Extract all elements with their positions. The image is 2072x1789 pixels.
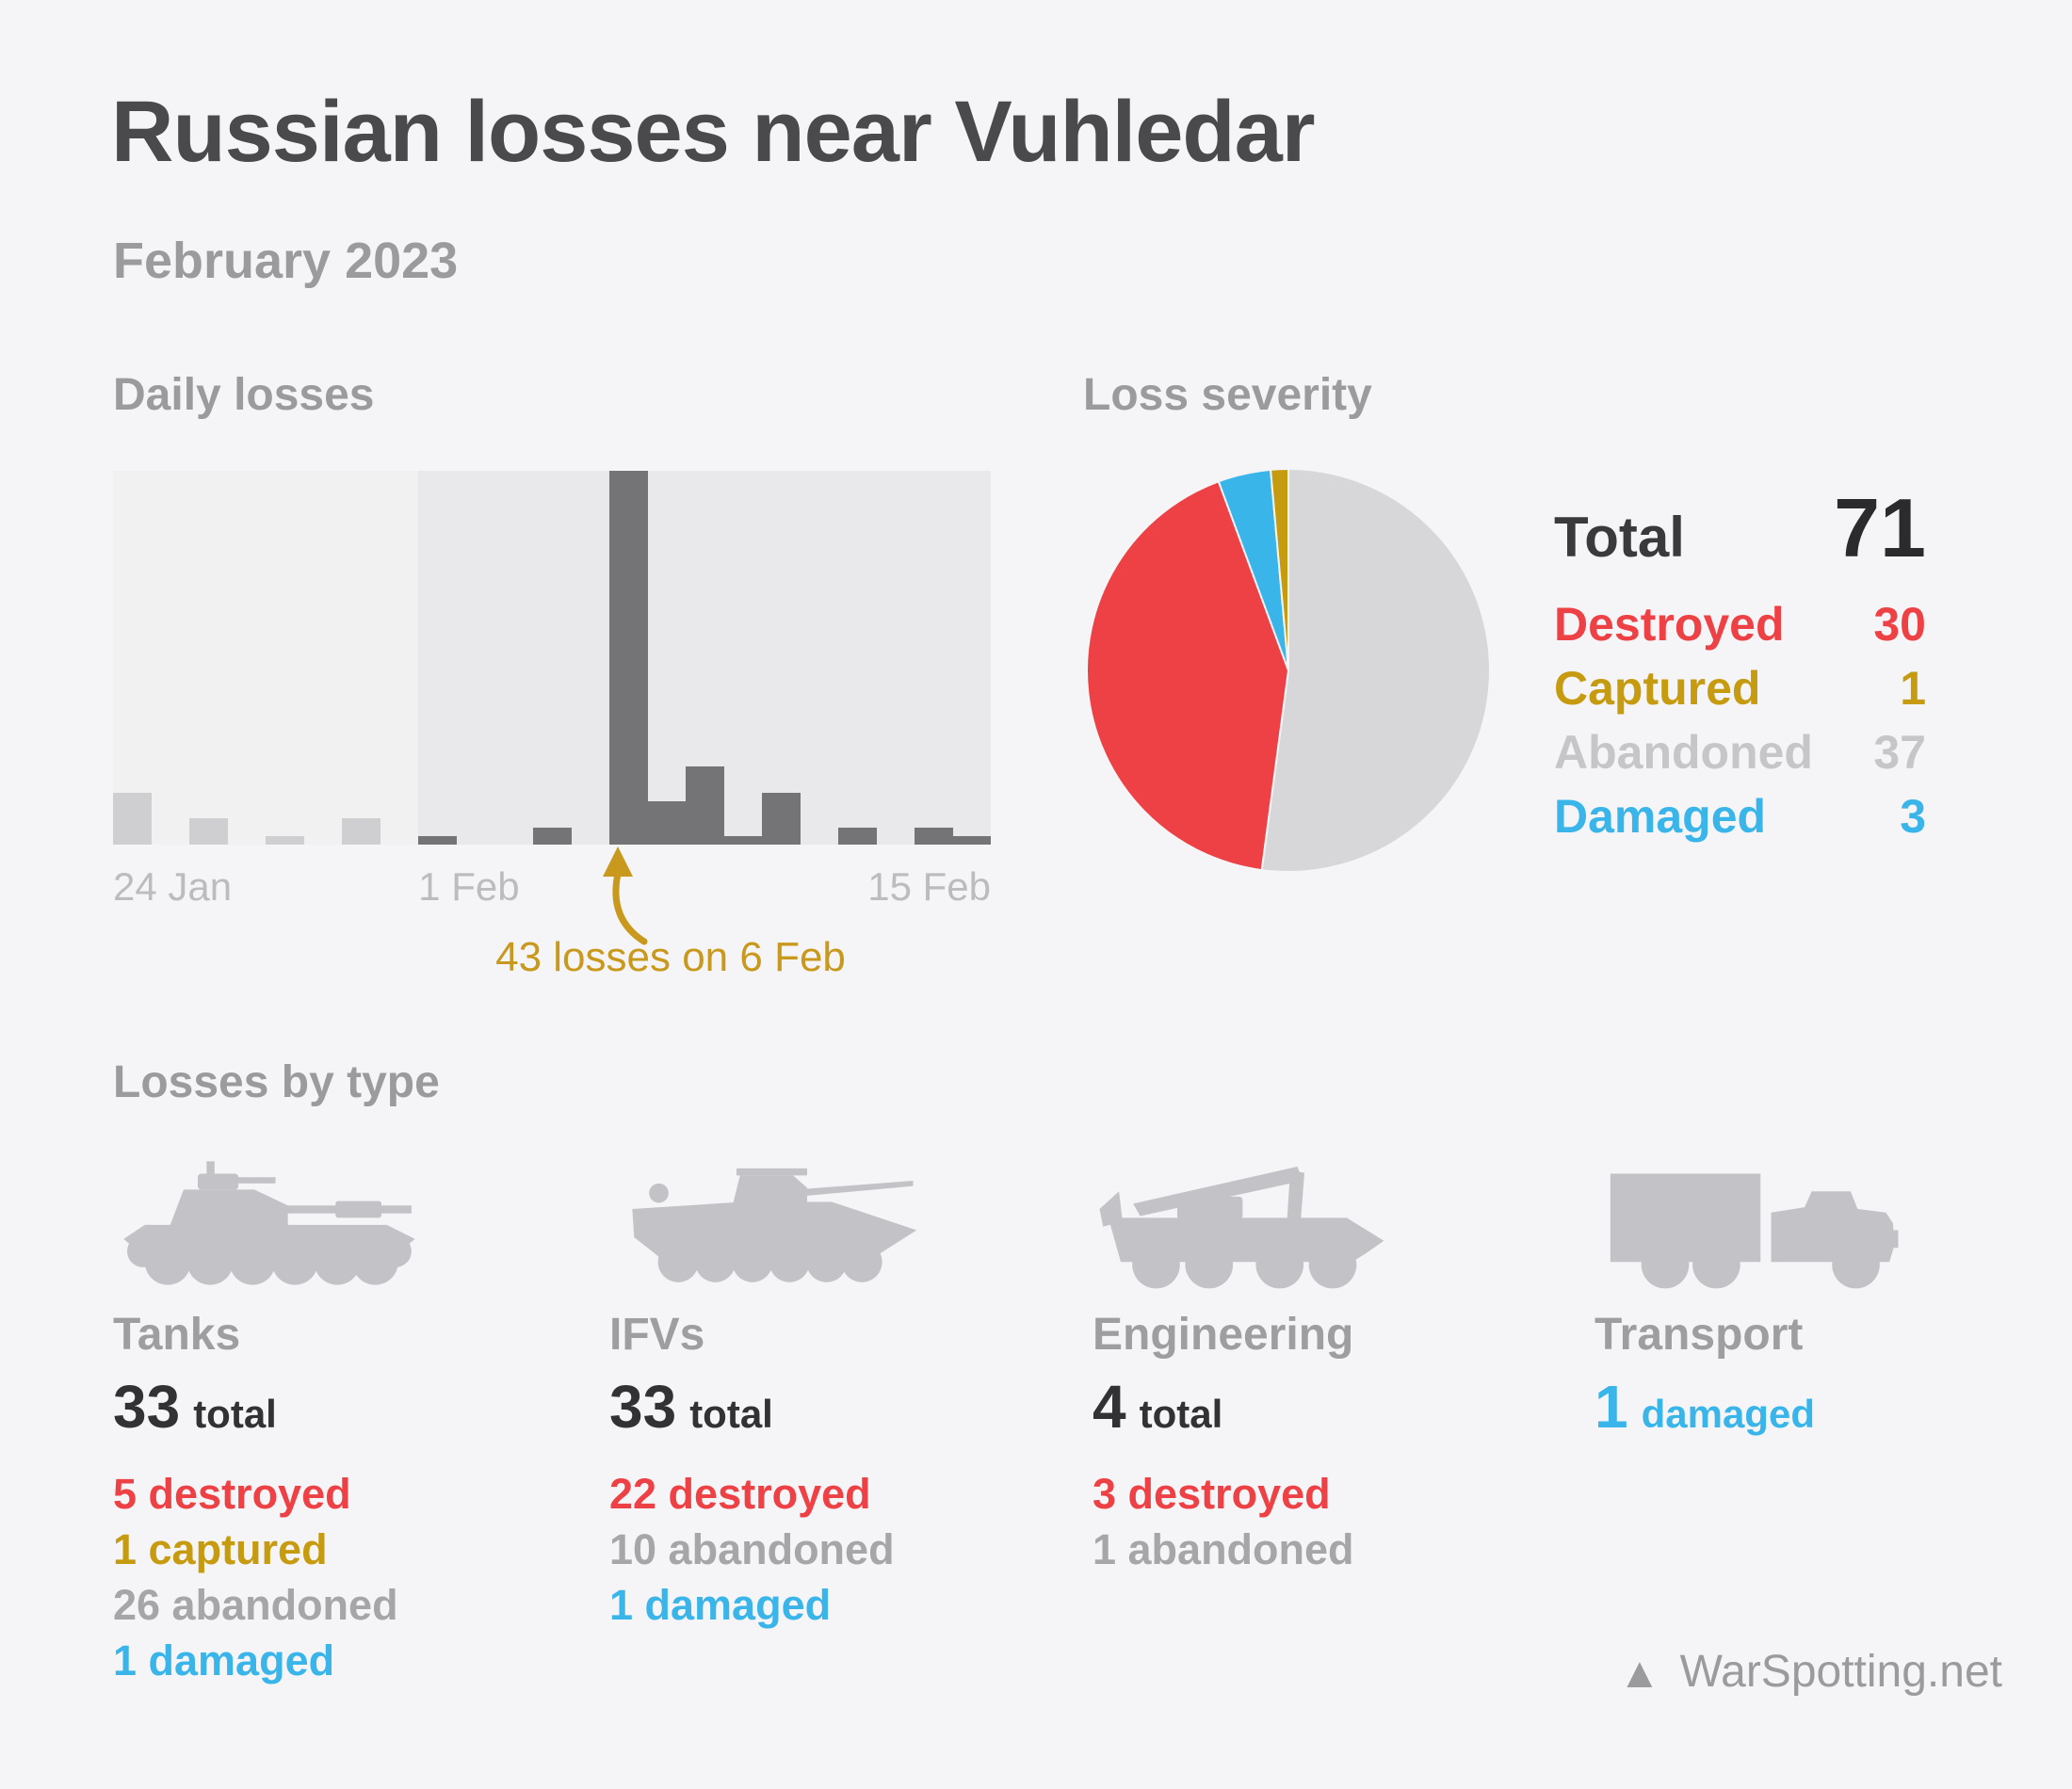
axis-tick-1feb: 1 Feb bbox=[418, 864, 520, 909]
stat-abandoned: 10 abandoned bbox=[609, 1525, 895, 1573]
bar-24-jan bbox=[113, 792, 153, 845]
axis-tick-15feb: 15 Feb bbox=[867, 864, 991, 909]
stat-destroyed: 3 destroyed bbox=[1093, 1470, 1331, 1518]
bar-10-feb bbox=[761, 792, 801, 845]
legend-label: Abandoned bbox=[1554, 726, 1813, 779]
legend-row-abandoned: Abandoned 37 bbox=[1554, 725, 1926, 789]
legend-value: 1 bbox=[1900, 662, 1926, 715]
type-label-ifvs: IFVs bbox=[609, 1310, 705, 1360]
engineering-vehicle-icon bbox=[1099, 1167, 1384, 1289]
annotation-arrow-icon bbox=[603, 846, 648, 945]
page-subtitle: February 2023 bbox=[113, 233, 459, 289]
bar-30-jan bbox=[342, 818, 381, 845]
stat-damaged: 1 damaged bbox=[113, 1636, 335, 1684]
total-label: Total bbox=[1554, 506, 1685, 569]
triangle-icon: ▲ bbox=[1618, 1647, 1661, 1697]
type-label-engineering: Engineering bbox=[1093, 1310, 1354, 1360]
type-label-tanks: Tanks bbox=[113, 1310, 241, 1360]
bar-14-feb bbox=[914, 827, 953, 845]
bar-1-feb bbox=[418, 835, 458, 845]
legend-row-captured: Captured 1 bbox=[1554, 661, 1926, 725]
ifvs-total: 33 total bbox=[609, 1373, 773, 1441]
type-column-tanks: Tanks 33 total 5 destroyed 1 captured 26 a… bbox=[113, 1152, 565, 1688]
transport-total: 1 damaged bbox=[1594, 1373, 1815, 1441]
bar-28-jan bbox=[266, 835, 305, 845]
type-column-transport: Transport 1 damaged bbox=[1594, 1152, 2047, 1466]
legend-label: Damaged bbox=[1554, 790, 1767, 843]
bar-8-feb bbox=[685, 766, 724, 845]
stat-abandoned: 1 abandoned bbox=[1093, 1525, 1354, 1573]
tanks-stats: 5 destroyed 1 captured 26 abandoned 1 damag… bbox=[113, 1466, 565, 1688]
bar-15-feb bbox=[952, 835, 992, 845]
bar-12-feb bbox=[837, 827, 877, 845]
bar-9-feb bbox=[723, 835, 763, 845]
truck-icon bbox=[1610, 1173, 1899, 1289]
total-value: 71 bbox=[1834, 481, 1926, 574]
axis-tick-24jan: 24 Jan bbox=[113, 864, 233, 909]
loss-severity-pie bbox=[1086, 467, 1491, 873]
legend-value: 3 bbox=[1900, 790, 1926, 843]
peak-annotation: 43 losses on 6 Feb bbox=[495, 934, 846, 980]
bar-4-feb bbox=[532, 827, 572, 845]
legend-row-damaged: Damaged 3 bbox=[1554, 789, 1926, 853]
engineering-total: 4 total bbox=[1093, 1373, 1223, 1441]
pie-slice-captured bbox=[1270, 467, 1289, 671]
ifvs-stats: 22 destroyed 10 abandoned 1 damaged bbox=[609, 1466, 1061, 1633]
legend-row-destroyed: Destroyed 30 bbox=[1554, 597, 1926, 661]
engineering-stats: 3 destroyed 1 abandoned bbox=[1093, 1466, 1545, 1577]
legend-total-row: Total 71 bbox=[1554, 480, 1926, 576]
legend-rows: Destroyed 30 Captured 1 Abandoned 37 Damaged 3 bbox=[1554, 597, 1926, 853]
legend-value: 30 bbox=[1873, 598, 1926, 651]
legend-value: 37 bbox=[1873, 726, 1926, 779]
stat-damaged: 1 damaged bbox=[609, 1581, 832, 1629]
x-axis: 24 Jan 1 Feb 15 Feb bbox=[113, 864, 991, 913]
stat-abandoned: 26 abandoned bbox=[113, 1581, 398, 1629]
legend-label: Destroyed bbox=[1554, 598, 1785, 651]
type-label-transport: Transport bbox=[1594, 1310, 1804, 1360]
ifv-icon bbox=[632, 1168, 917, 1282]
bar-7-feb bbox=[647, 800, 687, 845]
page-title: Russian losses near Vuhledar bbox=[111, 84, 1316, 180]
loss-severity-legend: Total 71 Destroyed 30 Captured 1 Abandoned 37… bbox=[1554, 480, 1926, 853]
bar-6-feb bbox=[608, 471, 648, 845]
tank-icon bbox=[123, 1161, 415, 1285]
january-panel bbox=[113, 471, 419, 845]
daily-losses-bars bbox=[113, 471, 992, 845]
daily-losses-heading: Daily losses bbox=[113, 370, 375, 420]
type-column-engineering: Engineering 4 total 3 destroyed 1 abandon… bbox=[1093, 1152, 1545, 1577]
stat-captured: 1 captured bbox=[113, 1525, 328, 1573]
bar-26-jan bbox=[189, 818, 229, 845]
type-column-ifvs: IFVs 33 total 22 destroyed 10 abandoned 1 … bbox=[609, 1152, 1061, 1633]
stat-destroyed: 5 destroyed bbox=[113, 1470, 351, 1518]
daily-losses-chart bbox=[113, 471, 992, 845]
footer-text: WarSpotting.net bbox=[1679, 1647, 2002, 1697]
pie-slice-abandoned bbox=[1260, 467, 1491, 873]
losses-by-type-heading: Losses by type bbox=[113, 1057, 440, 1107]
legend-label: Captured bbox=[1554, 662, 1761, 715]
loss-severity-heading: Loss severity bbox=[1083, 370, 1372, 420]
pie-slice-destroyed bbox=[1086, 479, 1290, 872]
tanks-total: 33 total bbox=[113, 1373, 277, 1441]
warspotting-logo: ▲ WarSpotting.net bbox=[1618, 1646, 2002, 1698]
stat-destroyed: 22 destroyed bbox=[609, 1470, 871, 1518]
